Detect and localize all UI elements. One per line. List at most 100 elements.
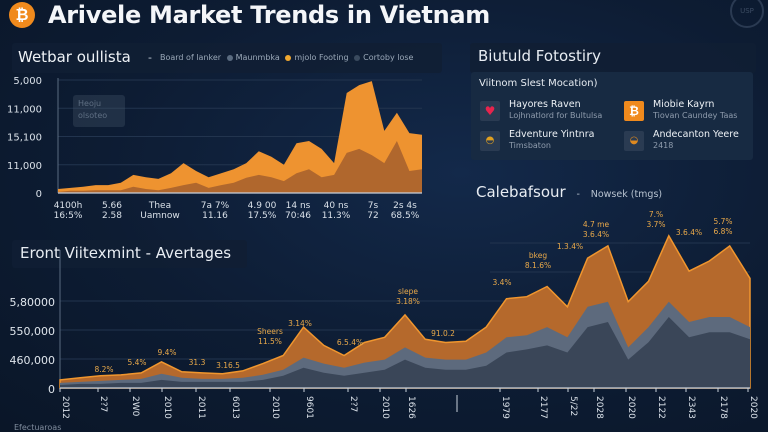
area-series-outer [58, 81, 422, 193]
x-tick-label: 2s 4s [393, 201, 417, 211]
x-tick-label: 2020 [748, 396, 758, 419]
x-tick-label: 1979 [500, 396, 510, 419]
x-tick-label: 4100h [54, 201, 83, 211]
right-panel-header: Biutuld Fotostiry [470, 43, 756, 73]
locations-card: Viitnom Slest Mocation) ♥ Hayores Raven … [471, 72, 753, 160]
x-tick-label: 2W0 [130, 396, 140, 417]
data-label: 3.6.4% [583, 230, 609, 239]
item-name: Andecanton Yeere [653, 129, 739, 140]
x-tick-label: 70:46 [285, 211, 311, 221]
x-tick-label: 11.16 [202, 211, 228, 221]
data-label: 1.3.4% [557, 242, 583, 251]
x-tick-label: 7a 7% [201, 201, 230, 211]
x-tick-label: 2343 [686, 396, 696, 419]
data-label: 8.2% [94, 365, 113, 374]
item-name: Hayores Raven [509, 99, 581, 110]
data-label: 5.4% [127, 358, 146, 367]
x-tick-label: 2012 [60, 396, 70, 419]
y-tick-label: 11,000 [7, 161, 42, 172]
card-subtitle: Viitnom Slest Mocation) [479, 78, 598, 89]
x-tick-label: 17.5% [248, 211, 277, 221]
panel-title: Eront Viitexmint - Avertages [20, 244, 232, 262]
legend-item: Maunmbka [235, 53, 280, 62]
footer-text: Efectuaroas [14, 423, 62, 432]
page-title: Arivele Market Trends in Vietnam [48, 1, 490, 29]
y-tick-label: 5,80000 [10, 296, 56, 309]
x-tick-label: 2010 [162, 396, 172, 419]
item-name: Miobie Kayrn [653, 99, 715, 110]
location-item[interactable]: ♥ Hayores Raven Lojhnatlord for Bultulsa [480, 99, 620, 126]
landscape-icon: ◓ [480, 131, 500, 151]
item-desc: Timsbaton [509, 141, 551, 150]
heart-icon: ♥ [480, 101, 500, 121]
data-label: 8.1.6% [525, 261, 551, 270]
legend: Board of lanker Maunmbka mjolo Footing C… [160, 53, 413, 62]
x-tick-label: 68.5% [391, 211, 420, 221]
badge-icon[interactable]: USP [730, 0, 764, 28]
item-desc: 2418 [653, 141, 674, 150]
panel-title: Wetbar oullista [18, 48, 131, 66]
data-label: Sheers [257, 327, 283, 336]
x-tick-label: 2122 [656, 396, 666, 419]
x-tick-label: 16:5% [54, 211, 83, 221]
bottom-panel-header: Eront Viitexmint - Avertages [12, 240, 247, 268]
x-tick-label: 2.58 [102, 211, 122, 221]
data-label: 9.4% [157, 348, 176, 357]
x-tick-label: 4.9 00 [248, 201, 277, 211]
separator: - [576, 189, 580, 200]
overlay-text: olsoteo [78, 111, 108, 120]
legend-swatch [354, 54, 361, 61]
item-desc: Tiovan Caundey Taas [653, 111, 738, 120]
area-series-inner [58, 141, 422, 193]
x-tick-label: 2028 [594, 396, 604, 419]
section-title: Calebafsour [476, 183, 566, 201]
legend-item: mjolo Footing [294, 53, 349, 62]
location-item[interactable]: ◒ Andecanton Yeere 2418 [624, 129, 764, 156]
x-tick-label: 2020 [626, 396, 636, 419]
x-tick-label: 7s [368, 201, 379, 211]
calendar-section-title: Calebafsour - Nowsek (tmgs) [476, 183, 662, 201]
x-tick-label: 9601 [304, 396, 314, 419]
legend-item: Cortoby lose [363, 53, 414, 62]
x-tick-label: 5.66 [102, 201, 122, 211]
y-tick-label: 0 [36, 189, 42, 200]
x-tick-label: Thea [148, 201, 171, 211]
data-label: 7.% [649, 210, 663, 219]
chart-overlay-box: Heoju olsoteo [73, 95, 125, 127]
panel-title: Biutuld Fotostiry [478, 47, 602, 65]
data-label: 3.14% [288, 319, 312, 328]
area-series-dark [60, 317, 750, 388]
x-tick-label: 40 ns [324, 201, 349, 211]
x-tick-label: 2?7 [348, 396, 358, 412]
legend-swatch [285, 54, 292, 61]
data-label: 3.7% [646, 220, 665, 229]
location-item[interactable]: ₿ Miobie Kayrn Tiovan Caundey Taas [624, 99, 764, 126]
top-left-panel-header: Wetbar oullista - Board of lanker Maunmb… [12, 43, 442, 73]
data-label: 3.16.5 [216, 361, 240, 370]
data-label: 31.3 [189, 358, 206, 367]
y-tick-label: 0 [48, 383, 55, 396]
data-label: bkeg [529, 251, 547, 260]
data-label: 3.18% [396, 297, 420, 306]
legend-swatch [226, 54, 233, 61]
bottom-chart: 0 460,000 550,000 5,80000 2012 2?7 2W0 2010 2011… [10, 210, 759, 419]
data-label: 5.7% [713, 217, 732, 226]
location-item[interactable]: ◓ Edventure Yintnra Timsbaton [480, 129, 620, 156]
data-label: slepe [398, 287, 418, 296]
y-tick-label: 550,000 [10, 325, 56, 338]
item-name: Edventure Yintnra [509, 129, 595, 140]
x-tick-label: 6013 [230, 396, 240, 419]
y-tick-label: 5,000 [13, 76, 42, 87]
x-tick-label: 11.3% [322, 211, 351, 221]
data-label: 11.5% [258, 337, 282, 346]
data-label: 3.6.4% [676, 228, 702, 237]
section-subtitle: Nowsek (tmgs) [590, 189, 663, 200]
x-tick-label: 2010 [380, 396, 390, 419]
item-desc: Lojhnatlord for Bultulsa [509, 111, 603, 120]
x-tick-label: Uamnow [140, 211, 179, 221]
y-tick-label: 11,000 [7, 104, 42, 115]
data-label: 6.5.4% [337, 338, 363, 347]
overlay-text: Heoju [78, 99, 102, 108]
x-tick-label: 2?7 [98, 396, 108, 412]
